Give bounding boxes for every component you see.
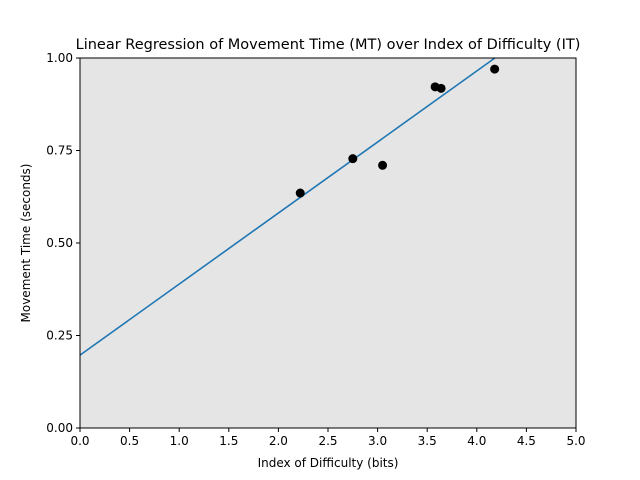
regression-line (79, 57, 496, 356)
x-tick-label: 2.5 (318, 434, 337, 448)
y-tick-label: 0.75 (46, 144, 73, 158)
x-tick-label: 1.0 (170, 434, 189, 448)
y-tick-label: 0.25 (46, 329, 73, 343)
data-point (436, 83, 446, 93)
x-tick-label: 0.0 (70, 434, 89, 448)
y-tick-label: 0.00 (46, 421, 73, 435)
x-tick-label: 0.5 (120, 434, 139, 448)
x-tick-label: 2.0 (269, 434, 288, 448)
x-tick-label: 5.0 (566, 434, 585, 448)
data-point (295, 188, 305, 198)
x-tick-label: 4.5 (517, 434, 536, 448)
y-tick-label: 1.00 (46, 51, 73, 65)
y-tick-label: 0.50 (46, 236, 73, 250)
x-tick-label: 3.0 (368, 434, 387, 448)
x-tick-label: 1.5 (219, 434, 238, 448)
data-point (378, 160, 388, 170)
x-tick-label: 4.0 (467, 434, 486, 448)
data-point (490, 64, 500, 74)
data-point (348, 154, 358, 164)
x-tick-label: 3.5 (418, 434, 437, 448)
plot-area (80, 58, 576, 428)
chart-title: Linear Regression of Movement Time (MT) … (76, 37, 581, 53)
axis-ticks: 0.0 0.5 1.0 1.5 2.0 2.5 3.0 3.5 4.0 4.5 5.0 0.00 0.2… (46, 51, 585, 448)
plot-frame (79, 57, 577, 429)
data-points (295, 64, 500, 198)
y-axis-label: Movement Time (seconds) (19, 164, 33, 323)
x-axis-label: Index of Difficulty (bits) (258, 456, 399, 470)
